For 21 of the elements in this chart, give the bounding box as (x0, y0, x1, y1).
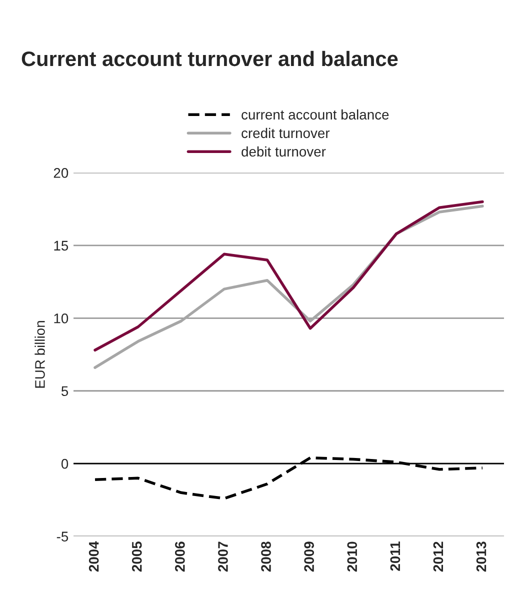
y-tick-label: -5 (56, 532, 68, 542)
y-tick-label: 20 (54, 168, 68, 178)
x-tick-label: 2006 (175, 542, 185, 572)
y-tick-label: 15 (54, 240, 68, 251)
legend-label: credit turnover (242, 128, 330, 138)
x-tick-label: 2004 (88, 541, 99, 572)
x-tick-label: 2008 (261, 542, 271, 572)
y-tick-label: 0 (61, 458, 68, 469)
x-tick-label: 2012 (433, 542, 444, 572)
x-tick-label: 2013 (476, 542, 486, 572)
y-tick-label: 10 (54, 313, 68, 324)
legend-label: debit turnover (242, 146, 326, 157)
x-tick-label: 2011 (390, 542, 400, 571)
legend-label: current account balance (242, 109, 389, 120)
x-tick-label: 2005 (132, 542, 142, 572)
x-tick-label: 2010 (347, 542, 358, 572)
chart-title: Current account turnover and balance (22, 50, 398, 66)
x-tick-label: 2007 (218, 542, 228, 572)
x-tick-label: 2009 (304, 542, 314, 572)
y-tick-label: 5 (61, 386, 68, 396)
y-axis-title: EUR billion (34, 321, 45, 388)
